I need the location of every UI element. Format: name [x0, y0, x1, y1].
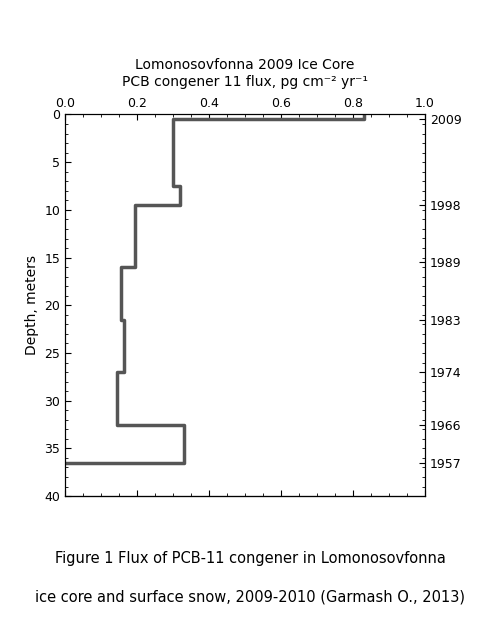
- Text: ice core and surface snow, 2009-2010 (Garmash O., 2013): ice core and surface snow, 2009-2010 (Ga…: [35, 589, 465, 604]
- Text: Figure 1 Flux of PCB-11 congener in Lomonosovfonna: Figure 1 Flux of PCB-11 congener in Lomo…: [54, 551, 446, 566]
- Title: Lomonosovfonna 2009 Ice Core
PCB congener 11 flux, pg cm⁻² yr⁻¹: Lomonosovfonna 2009 Ice Core PCB congene…: [122, 59, 368, 88]
- Y-axis label: Depth, meters: Depth, meters: [24, 255, 38, 356]
